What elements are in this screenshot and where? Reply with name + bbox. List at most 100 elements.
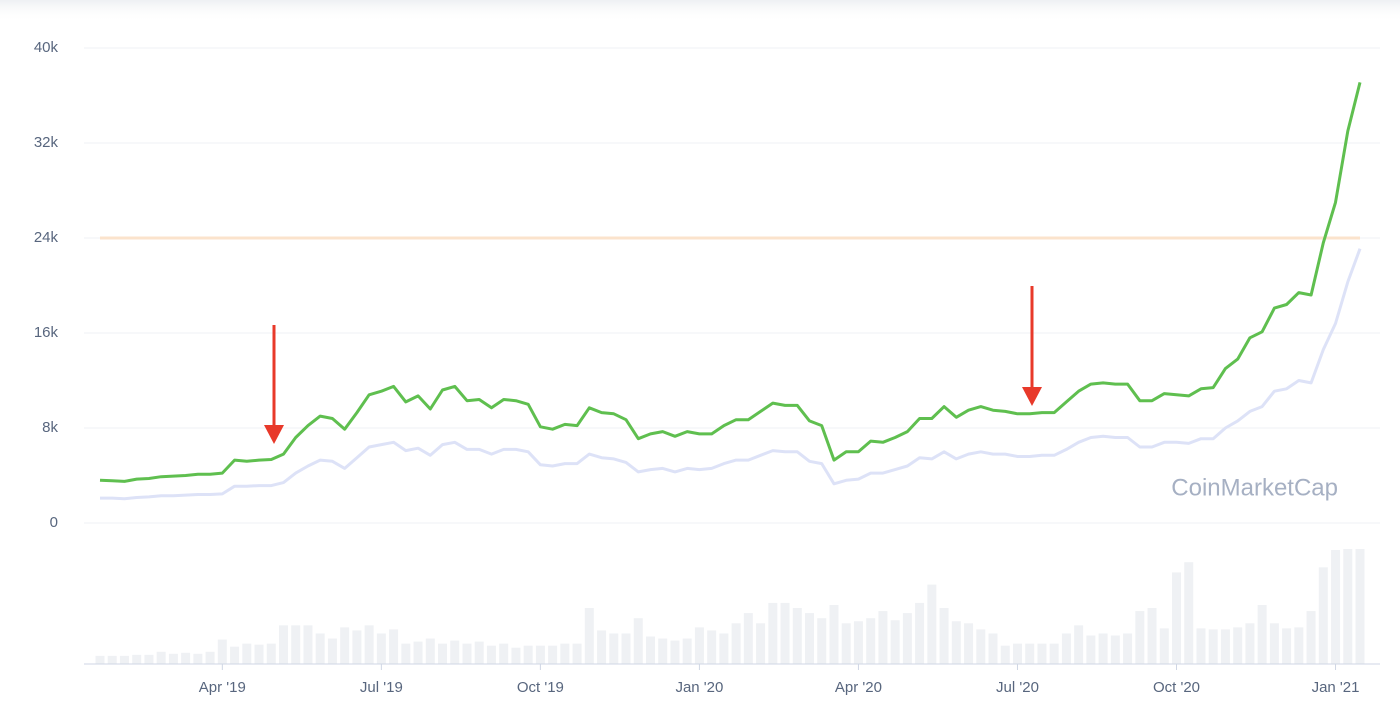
- volume-bar: [584, 608, 594, 664]
- volume-bar: [119, 655, 129, 664]
- volume-bar: [1331, 550, 1341, 664]
- volume-bar: [964, 623, 974, 664]
- volume-bar: [95, 655, 105, 664]
- volume-bar: [1012, 643, 1022, 664]
- volume-bar: [1294, 627, 1304, 664]
- volume-bar: [315, 633, 325, 664]
- volume-bar: [988, 633, 998, 664]
- volume-bar: [927, 584, 937, 664]
- volume-bar: [1159, 628, 1169, 664]
- volume-bar: [1318, 567, 1328, 664]
- volume-bar: [670, 640, 680, 664]
- volume-bar: [144, 654, 154, 664]
- top-shade: [0, 0, 1400, 22]
- x-tick-label: Apr '20: [835, 679, 882, 696]
- volume-bar: [242, 643, 252, 664]
- volume-bar: [1306, 611, 1316, 664]
- volume-bar: [1110, 635, 1120, 664]
- volume-bar: [340, 627, 350, 664]
- volume-bar: [841, 623, 851, 664]
- volume-bar: [1282, 628, 1292, 664]
- volume-bar: [731, 623, 741, 664]
- volume-bar: [1196, 628, 1206, 664]
- volume-bars: [95, 549, 1365, 664]
- volume-bar: [694, 627, 704, 664]
- volume-bar: [572, 643, 582, 664]
- volume-bar: [768, 602, 778, 664]
- y-tick-label: 0: [50, 514, 58, 531]
- volume-bar: [168, 653, 178, 664]
- volume-bar: [132, 654, 142, 664]
- volume-bar: [486, 645, 496, 664]
- volume-bar: [291, 625, 301, 664]
- volume-bar: [413, 641, 423, 664]
- grid: [84, 47, 1380, 524]
- volume-bar: [658, 638, 668, 664]
- volume-bar: [1098, 633, 1108, 664]
- x-tick-label: Jul '19: [360, 679, 403, 696]
- volume-bar: [499, 643, 509, 664]
- volume-bar: [303, 625, 313, 664]
- volume-bar: [327, 638, 337, 664]
- volume-bar: [817, 618, 827, 664]
- y-tick-label: 40k: [34, 39, 59, 56]
- volume-bar: [1123, 633, 1133, 664]
- volume-bar: [511, 647, 521, 664]
- volume-bar: [1257, 604, 1267, 664]
- y-tick-label: 24k: [34, 229, 59, 246]
- arrow-annotation: [1022, 286, 1042, 406]
- volume-bar: [450, 640, 460, 664]
- x-tick-label: Oct '19: [517, 679, 564, 696]
- volume-bar: [1220, 629, 1230, 664]
- volume-bar: [878, 611, 888, 664]
- volume-bar: [1061, 633, 1071, 664]
- volume-bar: [254, 644, 264, 664]
- volume-bar: [474, 641, 484, 664]
- volume-bar: [645, 636, 655, 664]
- volume-bar: [364, 625, 374, 664]
- x-tick-label: Jan '20: [675, 679, 723, 696]
- volume-bar: [352, 630, 362, 664]
- price-line: [99, 82, 1362, 483]
- x-tick-label: Oct '20: [1153, 679, 1200, 696]
- volume-bar: [609, 633, 619, 664]
- x-tick-label: Jan '21: [1312, 679, 1360, 696]
- volume-bar: [890, 620, 900, 664]
- volume-bar: [1172, 572, 1182, 664]
- volume-bar: [401, 643, 411, 664]
- volume-bar: [1208, 629, 1218, 664]
- price-line: [100, 248, 1362, 501]
- volume-bar: [389, 629, 399, 664]
- volume-bar: [438, 643, 448, 664]
- volume-bar: [1086, 635, 1096, 664]
- volume-bar: [1269, 623, 1279, 664]
- volume-bar: [780, 602, 790, 664]
- y-tick-label: 8k: [42, 419, 58, 436]
- volume-bar: [829, 604, 839, 664]
- volume-bar: [1233, 627, 1243, 664]
- volume-bar: [535, 645, 545, 664]
- lines: [99, 82, 1362, 501]
- volume-bar: [853, 621, 863, 664]
- volume-bar: [548, 645, 558, 664]
- volume-bar: [976, 629, 986, 664]
- volume-bar: [939, 608, 949, 664]
- volume-bar: [805, 613, 815, 664]
- volume-bar: [1184, 562, 1194, 664]
- volume-bar: [107, 655, 117, 664]
- volume-bar: [376, 633, 386, 664]
- volume-bar: [1074, 625, 1084, 664]
- volume-bar: [156, 651, 166, 664]
- volume-bar: [523, 645, 533, 664]
- volume-bar: [633, 618, 643, 664]
- volume-bar: [278, 625, 288, 664]
- volume-bar: [1025, 643, 1035, 664]
- volume-bar: [1135, 611, 1145, 664]
- volume-bar: [707, 630, 717, 664]
- volume-bar: [1147, 608, 1157, 664]
- volume-bar: [915, 602, 925, 664]
- volume-bar: [462, 643, 472, 664]
- volume-bar: [792, 608, 802, 664]
